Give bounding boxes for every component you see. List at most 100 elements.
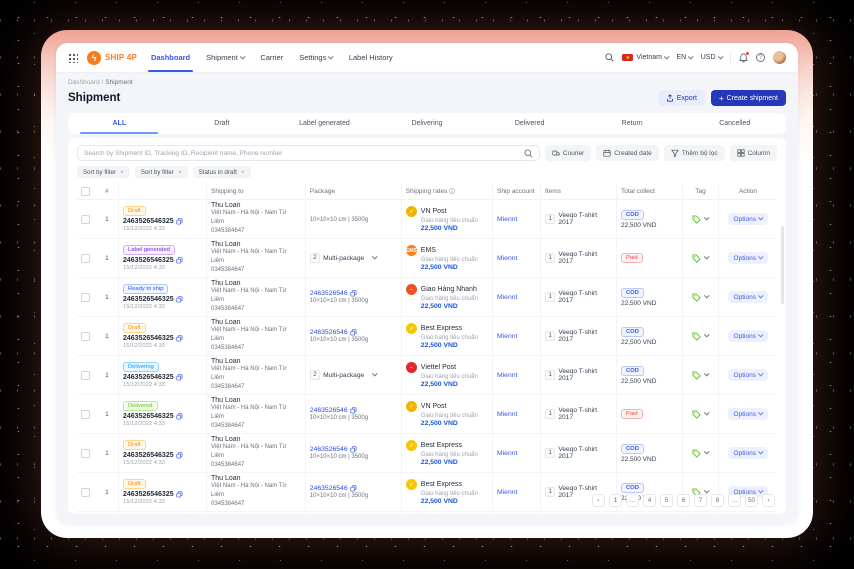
- copy-icon[interactable]: [176, 413, 183, 420]
- ship-account-link[interactable]: Miennt: [497, 488, 518, 496]
- copy-icon[interactable]: [350, 329, 357, 336]
- language-select[interactable]: EN: [676, 53, 694, 61]
- ship-account-link[interactable]: Miennt: [497, 293, 518, 301]
- ellipsis[interactable]: …: [625, 494, 639, 507]
- created-date-filter-button[interactable]: Created date: [596, 145, 659, 161]
- tag-icon[interactable]: [692, 370, 701, 380]
- tab-draft[interactable]: Draft: [214, 120, 230, 127]
- page-6[interactable]: 6: [676, 494, 690, 507]
- ship-account-link[interactable]: Miennt: [497, 254, 518, 262]
- tab-delivering[interactable]: Delivering: [411, 120, 443, 127]
- chevron-down-icon[interactable]: [704, 254, 710, 260]
- ship-account-link[interactable]: Miennt: [497, 332, 518, 340]
- multi-package-select[interactable]: 2 Multi-package: [309, 370, 378, 380]
- ship-account-link[interactable]: Miennt: [497, 410, 518, 418]
- options-button[interactable]: Options: [727, 330, 769, 342]
- options-button[interactable]: Options: [727, 408, 769, 420]
- export-button[interactable]: Export: [657, 90, 705, 106]
- options-button[interactable]: Options: [727, 291, 769, 303]
- copy-icon[interactable]: [176, 296, 183, 303]
- select-all-checkbox[interactable]: [81, 186, 90, 196]
- tab-return[interactable]: Return: [621, 120, 643, 127]
- row-checkbox[interactable]: [81, 370, 90, 380]
- column-settings-button[interactable]: Column: [729, 145, 777, 161]
- create-shipment-button[interactable]: + Create shipment: [710, 90, 786, 106]
- row-checkbox[interactable]: [81, 253, 90, 263]
- copy-icon[interactable]: [176, 218, 183, 225]
- chevron-down-icon[interactable]: [704, 293, 710, 299]
- page-1[interactable]: 1: [608, 494, 622, 507]
- ship-account-link[interactable]: Miennt: [497, 371, 518, 379]
- next-page-icon[interactable]: ›: [762, 494, 775, 507]
- tag-icon[interactable]: [692, 409, 701, 419]
- info-icon[interactable]: [449, 188, 456, 194]
- tag-icon[interactable]: [692, 292, 701, 302]
- tag-icon[interactable]: [692, 448, 701, 458]
- avatar[interactable]: [773, 51, 786, 64]
- tag-icon[interactable]: [692, 331, 701, 341]
- row-checkbox[interactable]: [81, 292, 90, 302]
- copy-icon[interactable]: [176, 335, 183, 342]
- table-body: 1 Draft 2463526546325 15/12/2022 4:33 Th…: [77, 200, 777, 514]
- search-input[interactable]: [84, 149, 520, 157]
- apps-grid-icon[interactable]: [68, 52, 78, 63]
- page-7[interactable]: 7: [693, 494, 707, 507]
- row-checkbox[interactable]: [81, 331, 90, 341]
- page-4[interactable]: 4: [642, 494, 656, 507]
- notifications-button[interactable]: [739, 51, 749, 63]
- country-select[interactable]: ★ Vietnam: [622, 53, 670, 62]
- copy-icon[interactable]: [176, 491, 183, 498]
- options-button[interactable]: Options: [727, 447, 769, 459]
- page-50[interactable]: 50: [744, 494, 758, 507]
- chevron-down-icon[interactable]: [704, 371, 710, 377]
- tab-cancelled[interactable]: Cancelled: [719, 120, 751, 127]
- row-checkbox[interactable]: [81, 487, 90, 497]
- options-button[interactable]: Options: [727, 252, 769, 264]
- search-icon[interactable]: [524, 148, 533, 158]
- copy-icon[interactable]: [176, 257, 183, 264]
- tab-label-generated[interactable]: Label generated: [299, 120, 350, 127]
- remove-chip-icon[interactable]: ×: [177, 168, 182, 176]
- nav-item-shipment[interactable]: Shipment: [206, 43, 246, 72]
- remove-chip-icon[interactable]: ×: [240, 168, 245, 176]
- copy-icon[interactable]: [176, 374, 183, 381]
- nav-item-dashboard[interactable]: Dashboard: [147, 43, 194, 72]
- options-button[interactable]: Options: [727, 213, 769, 225]
- copy-icon[interactable]: [350, 485, 357, 492]
- row-checkbox[interactable]: [81, 409, 90, 419]
- prev-page-icon[interactable]: ‹: [591, 494, 605, 507]
- tag-icon[interactable]: [692, 214, 701, 224]
- ellipsis[interactable]: …: [727, 494, 741, 507]
- nav-item-settings[interactable]: Settings: [299, 43, 334, 72]
- ship-account-link[interactable]: Miennt: [497, 215, 518, 223]
- chevron-down-icon[interactable]: [704, 410, 710, 416]
- tab-all[interactable]: ALL: [68, 113, 171, 134]
- copy-icon[interactable]: [176, 452, 183, 459]
- copy-icon[interactable]: [350, 290, 357, 297]
- options-button[interactable]: Options: [727, 369, 769, 381]
- scrollbar-thumb[interactable]: [781, 226, 784, 304]
- tab-delivered[interactable]: Delivered: [514, 120, 545, 127]
- breadcrumb-parent[interactable]: Dashboard: [68, 79, 100, 86]
- chevron-down-icon[interactable]: [704, 332, 710, 338]
- nav-item-carrier[interactable]: Carrier: [260, 53, 284, 62]
- tag-icon[interactable]: [692, 253, 701, 263]
- page-8[interactable]: 8: [710, 494, 724, 507]
- nav-item-label-history[interactable]: Label History: [348, 53, 393, 62]
- chevron-down-icon[interactable]: [704, 215, 710, 221]
- chevron-down-icon[interactable]: [704, 449, 710, 455]
- courier-filter-button[interactable]: Courier: [544, 145, 592, 161]
- remove-chip-icon[interactable]: ×: [120, 168, 124, 176]
- ship-account-link[interactable]: Miennt: [497, 449, 518, 457]
- multi-package-select[interactable]: 2 Multi-package: [309, 253, 378, 263]
- page-5[interactable]: 5: [659, 494, 673, 507]
- row-checkbox[interactable]: [81, 214, 90, 224]
- copy-icon[interactable]: [350, 446, 357, 453]
- currency-select[interactable]: USD: [701, 53, 723, 61]
- search-icon[interactable]: [605, 53, 615, 62]
- copy-icon[interactable]: [350, 407, 357, 414]
- help-icon[interactable]: ?: [756, 53, 765, 62]
- row-checkbox[interactable]: [81, 448, 90, 458]
- tag-icon[interactable]: [692, 487, 701, 497]
- more-filters-button[interactable]: Thêm bộ lọc: [663, 145, 725, 161]
